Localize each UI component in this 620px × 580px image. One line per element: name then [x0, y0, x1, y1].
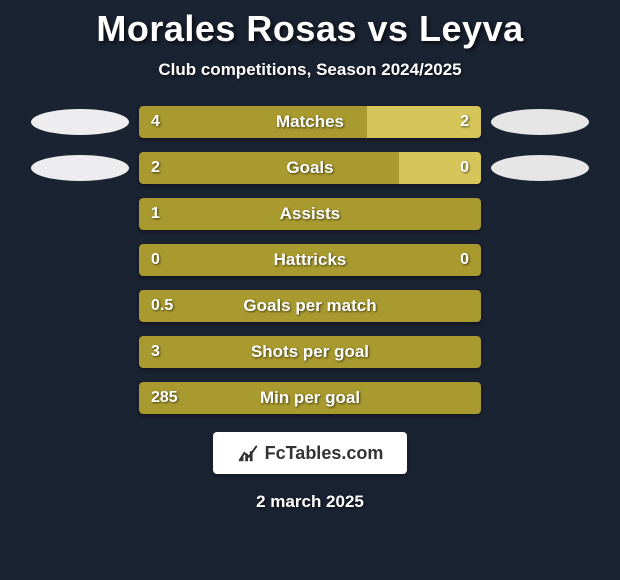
badge-spacer: [491, 247, 589, 273]
badge-spacer: [491, 385, 589, 411]
stat-row: 4 Matches 2: [0, 106, 620, 138]
chart-icon: [237, 442, 259, 464]
badge-spacer: [31, 247, 129, 273]
player-badge-left: [31, 155, 129, 181]
stat-label: Matches: [276, 112, 344, 132]
stat-row: 285 Min per goal: [0, 382, 620, 414]
stat-label: Min per goal: [260, 388, 360, 408]
badge-spacer: [491, 201, 589, 227]
stat-row: 3 Shots per goal: [0, 336, 620, 368]
stat-bar: 0.5 Goals per match: [139, 290, 481, 322]
stat-value-left: 2: [151, 159, 160, 177]
stat-label: Assists: [280, 204, 340, 224]
stat-row: 0 Hattricks 0: [0, 244, 620, 276]
badge-spacer: [491, 293, 589, 319]
comparison-card: Morales Rosas vs Leyva Club competitions…: [0, 0, 620, 580]
stat-bar: 285 Min per goal: [139, 382, 481, 414]
stat-value-right: 0: [460, 159, 469, 177]
player-badge-right: [491, 155, 589, 181]
subtitle: Club competitions, Season 2024/2025: [158, 60, 461, 80]
brand-text: FcTables.com: [265, 443, 384, 464]
brand-box[interactable]: FcTables.com: [213, 432, 408, 474]
stat-bar: 1 Assists: [139, 198, 481, 230]
stat-value-left: 1: [151, 205, 160, 223]
datestamp: 2 march 2025: [256, 492, 364, 512]
stat-label: Goals: [286, 158, 333, 178]
player-badge-right: [491, 109, 589, 135]
stat-label: Shots per goal: [251, 342, 369, 362]
stats-rows: 4 Matches 2 2 Goals 0 1 Assists 0 Hattricks 0 0.5 Go…: [0, 106, 620, 414]
stat-value-left: 0: [151, 251, 160, 269]
badge-spacer: [31, 293, 129, 319]
stat-value-left: 4: [151, 113, 160, 131]
stat-value-right: 0: [460, 251, 469, 269]
stat-label: Hattricks: [274, 250, 347, 270]
stat-value-left: 0.5: [151, 297, 173, 315]
stat-row: 2 Goals 0: [0, 152, 620, 184]
badge-spacer: [31, 339, 129, 365]
stat-bar: 2 Goals 0: [139, 152, 481, 184]
stat-value-left: 3: [151, 343, 160, 361]
stat-bar: 0 Hattricks 0: [139, 244, 481, 276]
badge-spacer: [31, 201, 129, 227]
page-title: Morales Rosas vs Leyva: [96, 8, 523, 50]
stat-row: 1 Assists: [0, 198, 620, 230]
badge-spacer: [491, 339, 589, 365]
stat-label: Goals per match: [243, 296, 376, 316]
stat-value-right: 2: [460, 113, 469, 131]
stat-bar: 3 Shots per goal: [139, 336, 481, 368]
stat-value-left: 285: [151, 389, 178, 407]
stat-bar: 4 Matches 2: [139, 106, 481, 138]
badge-spacer: [31, 385, 129, 411]
stat-row: 0.5 Goals per match: [0, 290, 620, 322]
player-badge-left: [31, 109, 129, 135]
